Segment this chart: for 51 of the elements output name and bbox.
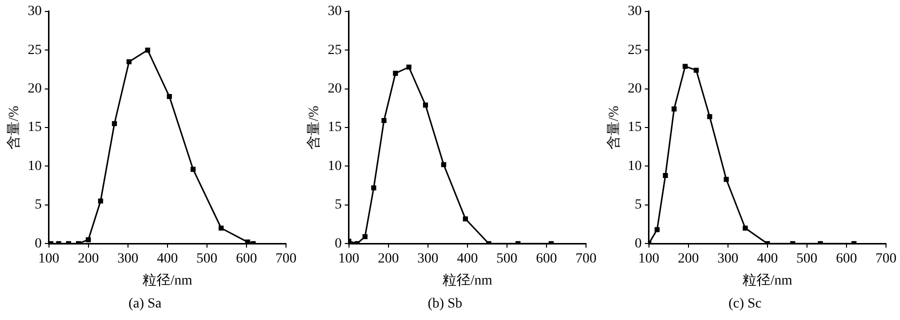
y-tick-label: 5 [334,198,342,213]
y-tick-label: 20 [628,81,642,96]
x-tick-label: 700 [576,252,596,267]
y-tick-label: 5 [34,198,42,213]
y-axis-title: 含量/% [6,105,22,150]
x-tick-label: 700 [276,252,296,267]
y-tick-label: 10 [628,158,642,174]
y-tick-label: 20 [328,81,342,96]
y-tick-label: 30 [328,4,342,20]
x-tick-label: 100 [638,252,660,267]
x-tick-label: 500 [496,252,518,267]
x-tick-label: 600 [836,252,857,267]
text: (a) Sa [128,296,162,312]
y-tick-label: 30 [28,4,42,20]
x-tick-label: 300 [417,252,438,267]
x-tick-label: 400 [456,252,478,267]
x-tick-label: 100 [38,252,60,267]
y-tick-label: 0 [634,236,642,252]
x-axis-title: 粒径/nm [142,272,192,288]
x-tick-label: 600 [536,252,557,267]
text: (c) Sc [728,296,762,312]
y-tick-label: 15 [28,120,42,136]
text: (b) Sb [428,296,462,312]
x-tick-label: 400 [756,252,778,267]
y-tick-label: 15 [328,120,342,136]
x-tick-label: 300 [117,252,138,267]
x-axis-title: 粒径/nm [442,272,492,288]
x-tick-label: 700 [876,252,896,267]
y-tick-label: 10 [328,158,342,174]
x-tick-label: 200 [378,252,399,267]
x-tick-label: 200 [678,252,699,267]
y-axis-title: 含量/% [606,105,622,150]
x-axis-title: 粒径/nm [742,272,792,288]
x-tick-label: 500 [196,252,218,267]
x-tick-label: 300 [717,252,738,267]
x-tick-label: 100 [338,252,360,267]
y-tick-label: 25 [628,42,642,58]
y-tick-label: 30 [628,4,642,20]
y-tick-label: 15 [628,120,642,136]
y-tick-label: 5 [634,198,642,213]
y-tick-label: 0 [34,236,42,252]
y-tick-label: 20 [28,81,42,96]
y-tick-label: 0 [334,236,342,252]
x-tick-label: 500 [796,252,818,267]
x-tick-label: 600 [236,252,257,267]
y-tick-label: 25 [328,42,342,58]
y-tick-label: 25 [28,42,42,58]
x-tick-label: 200 [78,252,99,267]
y-tick-label: 10 [28,158,42,174]
y-axis-title: 含量/% [306,105,322,150]
x-tick-label: 400 [156,252,178,267]
